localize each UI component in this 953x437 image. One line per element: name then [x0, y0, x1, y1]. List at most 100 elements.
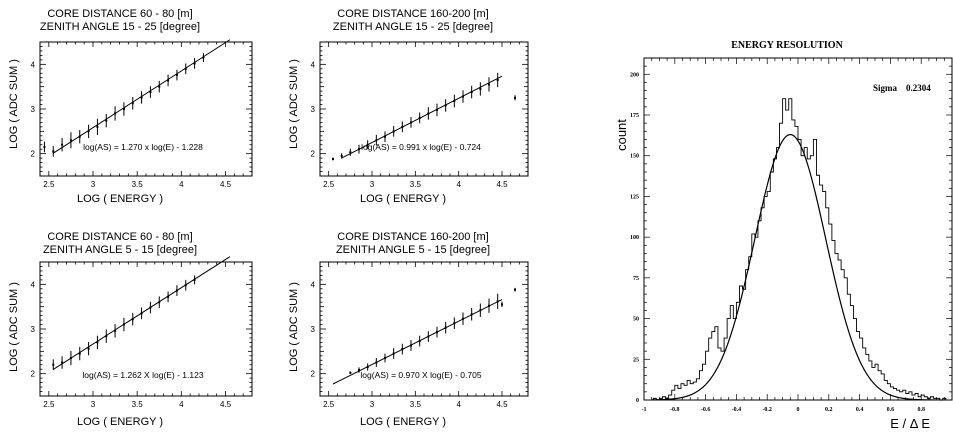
data-point: [332, 158, 334, 161]
chart-subtitle: ZENITH ANGLE 15 - 25 [degree]: [333, 21, 493, 33]
data-point: [122, 108, 125, 110]
x-tick-label: -1: [642, 407, 647, 413]
chart-title: CORE DISTANCE 160-200 [m]: [337, 8, 488, 20]
x-tick-label: 2.5: [43, 180, 55, 189]
y-tick-label: 75: [633, 276, 639, 282]
x-tick-label: 4: [456, 400, 461, 409]
data-point: [410, 344, 412, 347]
x-axis-label: LOG ( ENERGY ): [360, 193, 446, 205]
data-point: [436, 331, 438, 334]
chart-title: CORE DISTANCE 60 - 80 [m]: [47, 8, 192, 20]
y-tick-label: 0: [636, 398, 639, 404]
y-tick-label: 2: [311, 370, 316, 379]
data-point: [496, 78, 499, 81]
x-tick-label: 4.5: [496, 400, 508, 409]
data-point: [167, 295, 170, 298]
sigma-label: Sigma: [873, 83, 898, 93]
x-tick-label: 2.5: [43, 400, 55, 409]
x-tick-label: 3: [91, 180, 96, 189]
x-tick-label: -0.4: [732, 407, 742, 413]
y-tick-label: 100: [630, 235, 639, 241]
y-tick-label: 4: [311, 280, 316, 289]
data-point: [427, 112, 430, 115]
x-tick-label: 2.5: [323, 400, 335, 409]
x-tick-label: 4.5: [220, 400, 232, 409]
chart-panel-2: CORE DISTANCE 160-200 [m]ZENITH ANGLE 15…: [288, 8, 529, 205]
x-tick-label: -0.2: [762, 407, 772, 413]
chart-subtitle: ZENITH ANGLE 5 - 15 [degree]: [336, 244, 490, 256]
data-point: [366, 365, 369, 368]
chart-title: CORE DISTANCE 160-200 [m]: [337, 231, 488, 243]
chart-title: CORE DISTANCE 60 - 80 [m]: [47, 231, 192, 243]
data-point: [87, 347, 90, 350]
histogram-bars: [644, 98, 952, 401]
fit-equation: log(AS) = 1.270 x log(E) - 1.228: [83, 142, 203, 152]
x-tick-label: 3.5: [410, 180, 422, 189]
fit-line: [332, 299, 503, 385]
data-point: [392, 130, 395, 133]
data-point: [202, 56, 205, 59]
data-point: [175, 289, 178, 292]
y-tick-label: 3: [31, 325, 36, 334]
y-tick-label: 4: [31, 60, 36, 69]
data-point: [514, 96, 516, 99]
plot-frame: [643, 57, 953, 401]
data-point: [96, 125, 99, 128]
data-point: [87, 130, 90, 133]
data-point: [131, 102, 134, 105]
y-axis-label: LOG ( ADC SUM ): [8, 282, 20, 372]
x-tick-label: 3: [370, 180, 375, 189]
x-tick-label: 3.5: [132, 180, 144, 189]
data-point: [401, 348, 404, 351]
data-point: [61, 361, 64, 364]
data-point: [140, 96, 143, 99]
y-tick-label: 3: [31, 105, 36, 114]
data-point: [444, 104, 447, 107]
plot-frame: [319, 41, 529, 177]
data-point: [184, 284, 187, 287]
data-point: [193, 278, 196, 281]
y-tick-label: 3: [311, 325, 316, 334]
y-tick-label: 2: [311, 150, 316, 159]
data-point: [462, 95, 464, 98]
data-point: [43, 145, 46, 148]
x-tick-label: 4.5: [496, 180, 508, 189]
chart-panel-3: CORE DISTANCE 60 - 80 [m]ZENITH ANGLE 5 …: [8, 231, 253, 428]
y-axis-label: LOG ( ADC SUM ): [8, 59, 20, 149]
data-point: [375, 139, 378, 142]
x-tick-label: 2.5: [323, 180, 335, 189]
data-point: [358, 148, 360, 151]
x-tick-label: 4: [179, 400, 184, 409]
chart-panel-energy-resolution: ENERGY RESOLUTION 0 25 50 75 100 125 150 175 200 -…: [614, 40, 953, 431]
data-point: [78, 135, 81, 138]
data-point: [384, 135, 386, 138]
y-tick-label: 50: [633, 317, 639, 323]
data-point: [453, 322, 456, 325]
x-tick-label: 0.8: [917, 407, 925, 413]
plot-frame: [39, 41, 253, 177]
data-point: [479, 87, 482, 90]
data-point: [384, 357, 386, 360]
y-axis-label: LOG ( ADC SUM ): [288, 59, 300, 149]
y-axis-label: count: [614, 119, 629, 151]
y-tick-label: 2: [31, 370, 36, 379]
x-tick-label: 4: [456, 180, 461, 189]
data-point: [52, 150, 55, 153]
y-tick-label: 4: [311, 60, 316, 69]
data-point: [349, 151, 352, 154]
data-point: [453, 99, 456, 102]
x-tick-label: 4: [179, 180, 184, 189]
x-tick-label: 0.4: [856, 407, 864, 413]
x-tick-label: 3.5: [132, 400, 144, 409]
x-tick-label: 3: [91, 400, 96, 409]
data-point: [114, 112, 117, 115]
data-point: [401, 125, 404, 128]
x-axis-label: LOG ( ENERGY ): [360, 416, 446, 428]
data-point: [470, 91, 473, 94]
data-point: [470, 313, 473, 316]
data-point: [184, 67, 187, 70]
data-point: [514, 288, 516, 291]
x-tick-label: 3: [370, 400, 375, 409]
data-point: [167, 79, 170, 82]
data-point: [340, 154, 343, 157]
